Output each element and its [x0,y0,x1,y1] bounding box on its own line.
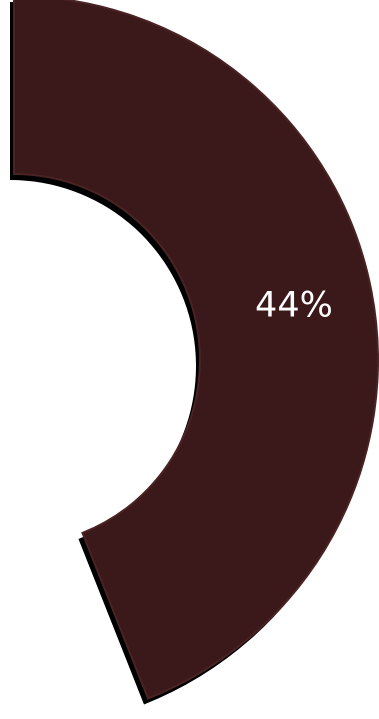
slice-data-label: 44% [255,286,333,326]
donut-slice-0 [13,0,379,700]
